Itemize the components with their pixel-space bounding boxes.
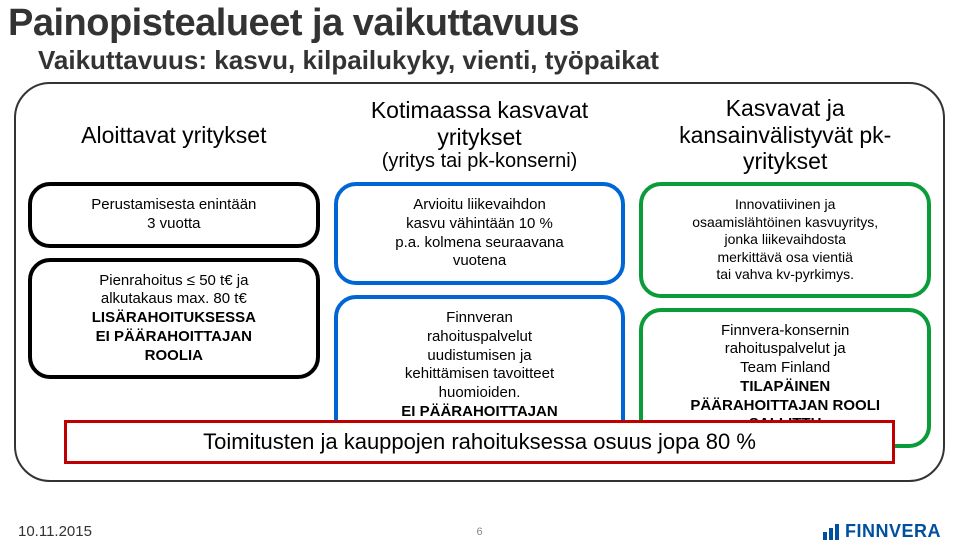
column-startups: Aloittavat yritykset Perustamisesta enin…: [28, 92, 320, 420]
pill-stack: Perustamisesta enintään 3 vuotta Pienrah…: [28, 182, 320, 379]
column-head-startups: Aloittavat yritykset: [81, 92, 266, 178]
footer: 10.11.2015 6 FINNVERA: [0, 521, 959, 542]
column-head-international: Kasvavat ja kansainvälistyvät pk-yrityks…: [639, 92, 931, 178]
footer-date: 10.11.2015: [18, 523, 92, 540]
finnvera-logo: FINNVERA: [823, 521, 941, 542]
column-domestic: Kotimaassa kasvavat yritykset (yritys ta…: [334, 92, 626, 420]
pill-startup-criteria: Perustamisesta enintään 3 vuotta: [28, 182, 320, 248]
page-subtitle: Vaikuttavuus: kasvu, kilpailukyky, vient…: [0, 45, 959, 82]
pill-domestic-criteria: Arvioitu liikevaihdon kasvu vähintään 10…: [334, 182, 626, 285]
pill-startup-financing: Pienrahoitus ≤ 50 t€ ja alkutakaus max. …: [28, 258, 320, 380]
subtitle-bold: Vaikuttavuus:: [38, 45, 207, 75]
pill-intl-criteria: Innovatiivinen ja osaamislähtöinen kasvu…: [639, 182, 931, 298]
subtitle-rest: kasvu, kilpailukyky, vienti, työpaikat: [207, 45, 659, 75]
pill-stack: Innovatiivinen ja osaamislähtöinen kasvu…: [639, 182, 931, 448]
diagram-container: Aloittavat yritykset Perustamisesta enin…: [14, 82, 945, 482]
column-international: Kasvavat ja kansainvälistyvät pk-yrityks…: [639, 92, 931, 420]
page-title: Painopistealueet ja vaikuttavuus: [0, 0, 959, 45]
pill-stack: Arvioitu liikevaihdon kasvu vähintään 10…: [334, 182, 626, 454]
page-number: 6: [476, 526, 482, 538]
logo-text: FINNVERA: [845, 521, 941, 542]
column-head-domestic: Kotimaassa kasvavat yritykset (yritys ta…: [334, 92, 626, 178]
logo-bars-icon: [823, 524, 839, 540]
banner-financing-share: Toimitusten ja kauppojen rahoituksessa o…: [64, 420, 895, 464]
